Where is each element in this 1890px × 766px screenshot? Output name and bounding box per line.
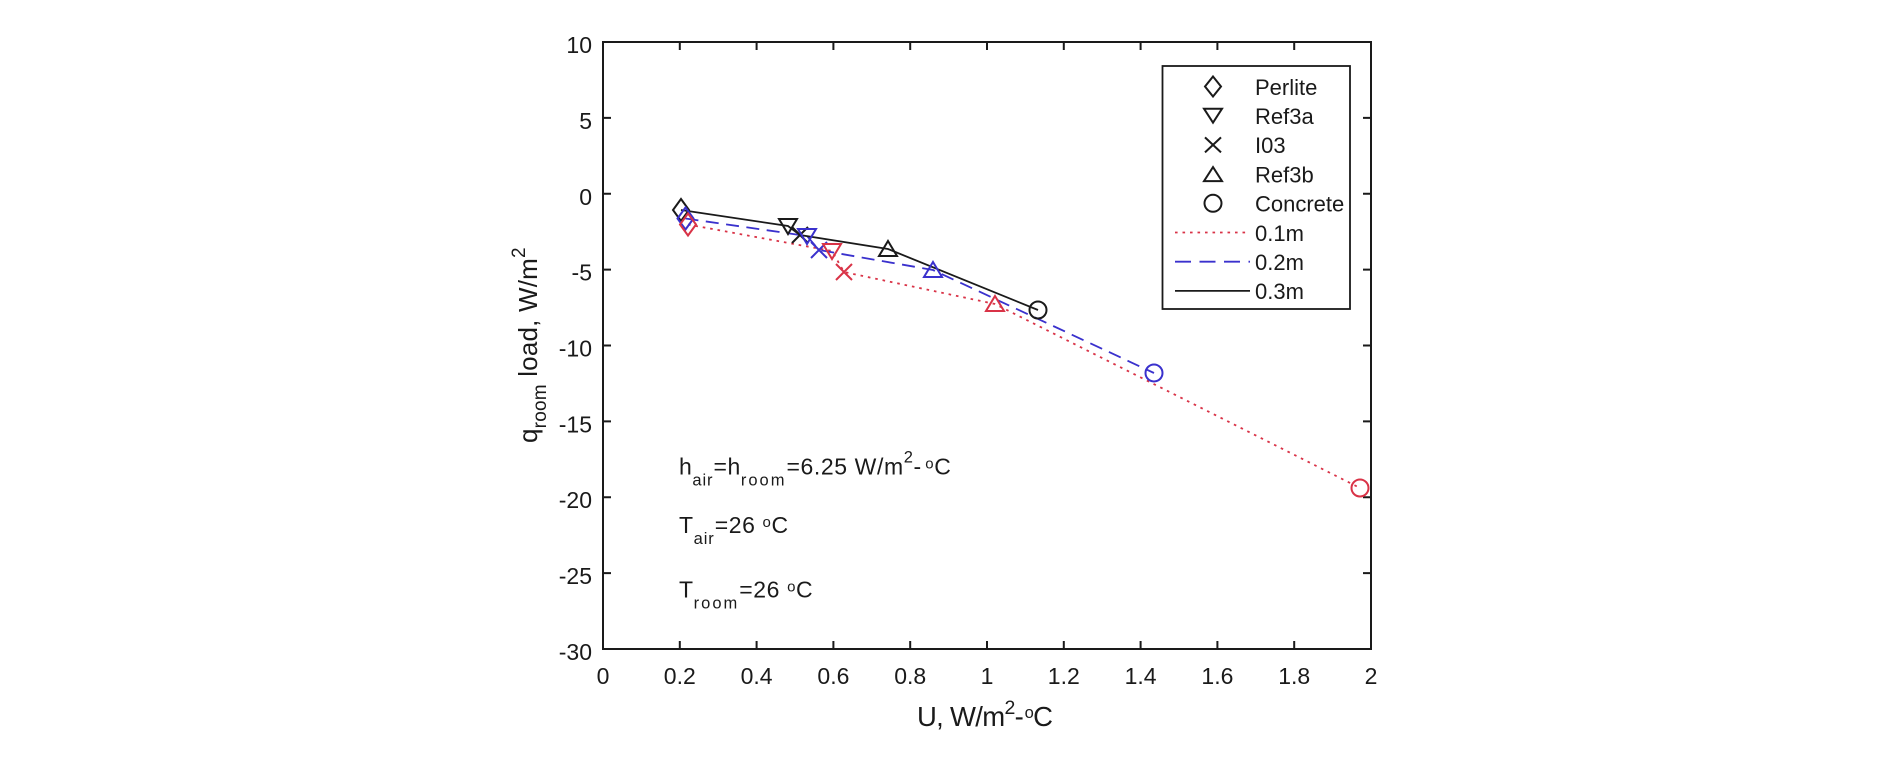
svg-text:-5: -5 <box>572 260 592 286</box>
svg-text:-15: -15 <box>559 411 592 437</box>
svg-text:5: 5 <box>579 108 592 134</box>
svg-text:qroom load, W/m2: qroom load, W/m2 <box>509 247 551 443</box>
svg-text:Concrete: Concrete <box>1255 192 1344 217</box>
svg-text:1.6: 1.6 <box>1201 663 1233 689</box>
svg-text:Ref3b: Ref3b <box>1255 162 1314 187</box>
svg-text:0.1m: 0.1m <box>1255 221 1304 246</box>
svg-text:0: 0 <box>579 184 592 210</box>
svg-text:0.2: 0.2 <box>664 663 696 689</box>
svg-text:-30: -30 <box>559 639 592 665</box>
svg-text:I03: I03 <box>1255 133 1286 158</box>
svg-text:0.3m: 0.3m <box>1255 279 1304 304</box>
svg-text:0: 0 <box>597 663 610 689</box>
svg-text:2: 2 <box>1365 663 1378 689</box>
svg-text:-20: -20 <box>559 487 592 513</box>
svg-text:-25: -25 <box>559 563 592 589</box>
svg-text:1.4: 1.4 <box>1125 663 1157 689</box>
svg-text:0.8: 0.8 <box>894 663 926 689</box>
svg-text:Perlite: Perlite <box>1255 75 1317 100</box>
svg-text:0.2m: 0.2m <box>1255 250 1304 275</box>
svg-text:1.2: 1.2 <box>1048 663 1080 689</box>
svg-text:1.8: 1.8 <box>1278 663 1310 689</box>
svg-text:Ref3a: Ref3a <box>1255 104 1314 129</box>
svg-text:0.6: 0.6 <box>817 663 849 689</box>
svg-text:-10: -10 <box>559 336 592 362</box>
svg-text:1: 1 <box>981 663 994 689</box>
svg-text:10: 10 <box>566 32 592 58</box>
svg-text:0.4: 0.4 <box>741 663 773 689</box>
